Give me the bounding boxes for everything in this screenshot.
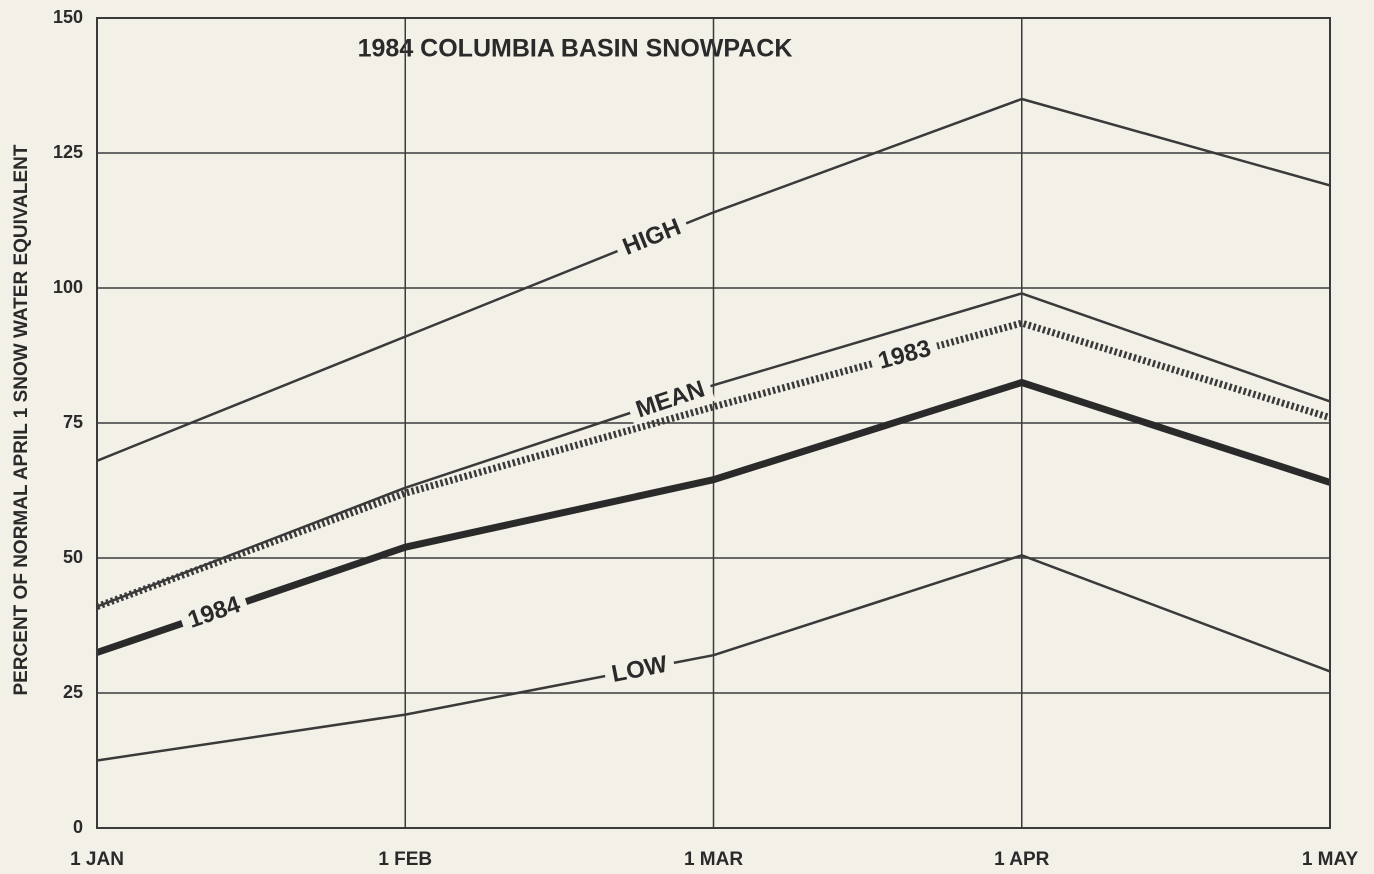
y-tick-label: 50	[63, 547, 83, 567]
x-tick-label: 1 FEB	[378, 849, 432, 870]
series-label: HIGH	[619, 213, 685, 260]
series-label-group: LOW	[602, 648, 677, 691]
y-tick-label: 0	[73, 817, 83, 837]
x-tick-label: 1 APR	[994, 849, 1050, 870]
series-label-group: MEAN	[625, 371, 716, 428]
label-background	[625, 371, 716, 428]
y-tick-label: 100	[53, 277, 83, 297]
series-line	[96, 97, 1331, 462]
series-label-group: 1983	[868, 331, 942, 379]
y-tick-label: 125	[53, 142, 83, 162]
y-axis-label: PERCENT OF NORMAL APRIL 1 SNOW WATER EQU…	[11, 144, 32, 695]
series-label-group: HIGH	[611, 209, 692, 265]
label-background	[868, 331, 942, 379]
y-tick-label: 25	[63, 682, 83, 702]
series-label: LOW	[609, 651, 669, 688]
x-tick-label: 1 MAY	[1302, 849, 1359, 870]
series-line	[95, 319, 1332, 610]
series-line	[96, 554, 1331, 762]
series-label: MEAN	[633, 375, 709, 423]
x-tick-label: 1 MAR	[684, 849, 743, 870]
label-background	[602, 648, 677, 691]
y-tick-label: 75	[63, 412, 83, 432]
label-background	[177, 587, 251, 638]
label-background	[611, 209, 692, 265]
x-tick-label: 1 JAN	[70, 849, 124, 870]
series-label-group: 1984	[177, 587, 251, 638]
plot-frame	[96, 17, 1331, 829]
series-line	[95, 379, 1332, 656]
chart-title: 1984 COLUMBIA BASIN SNOWPACK	[358, 35, 793, 63]
y-tick-label: 150	[53, 7, 83, 27]
